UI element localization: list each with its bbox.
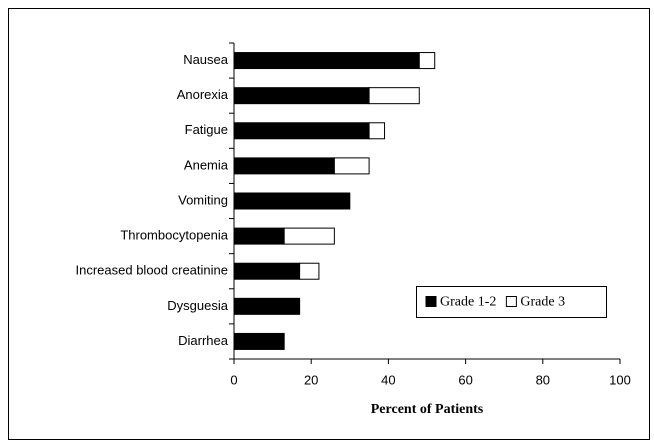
y-tick-label: Nausea (183, 52, 229, 67)
bar-segment (418, 52, 436, 70)
x-axis-label: Percent of Patients (371, 402, 484, 417)
x-tick-label: 100 (609, 372, 631, 387)
bar-segment (368, 87, 420, 105)
y-tick-label: Increased blood creatinine (76, 263, 229, 278)
frame (8, 8, 650, 440)
bar-segment (233, 87, 370, 105)
x-tick-label: 60 (458, 372, 472, 387)
bar-segment (233, 332, 285, 350)
legend-swatch (505, 296, 517, 307)
x-tick-label: 80 (536, 372, 550, 387)
bar-segment (233, 262, 301, 280)
legend-label: Grade 3 (520, 295, 565, 310)
bar-segment (368, 122, 386, 140)
bar-segment (283, 227, 335, 245)
y-tick-label: Diarrhea (178, 333, 229, 348)
bar-segment (233, 157, 335, 175)
bar-segment (333, 157, 370, 175)
bar-segment (233, 52, 420, 70)
legend-label: Grade 1-2 (440, 295, 496, 310)
y-tick-label: Fatigue (185, 122, 228, 137)
bar-segment (233, 122, 370, 140)
x-tick-label: 40 (381, 372, 395, 387)
y-tick-label: Anemia (184, 157, 229, 172)
x-tick-label: 20 (304, 372, 318, 387)
bar-segment (299, 262, 320, 280)
bar-segment (233, 227, 285, 245)
x-tick-label: 0 (230, 372, 237, 387)
bar-segment (233, 297, 301, 315)
legend-swatch (425, 296, 437, 307)
bar-segment (233, 192, 351, 210)
y-tick-label: Anorexia (177, 87, 229, 102)
y-tick-label: Vomiting (178, 192, 228, 207)
y-tick-label: Dysguesia (167, 298, 228, 313)
y-tick-label: Thrombocytopenia (120, 228, 228, 243)
